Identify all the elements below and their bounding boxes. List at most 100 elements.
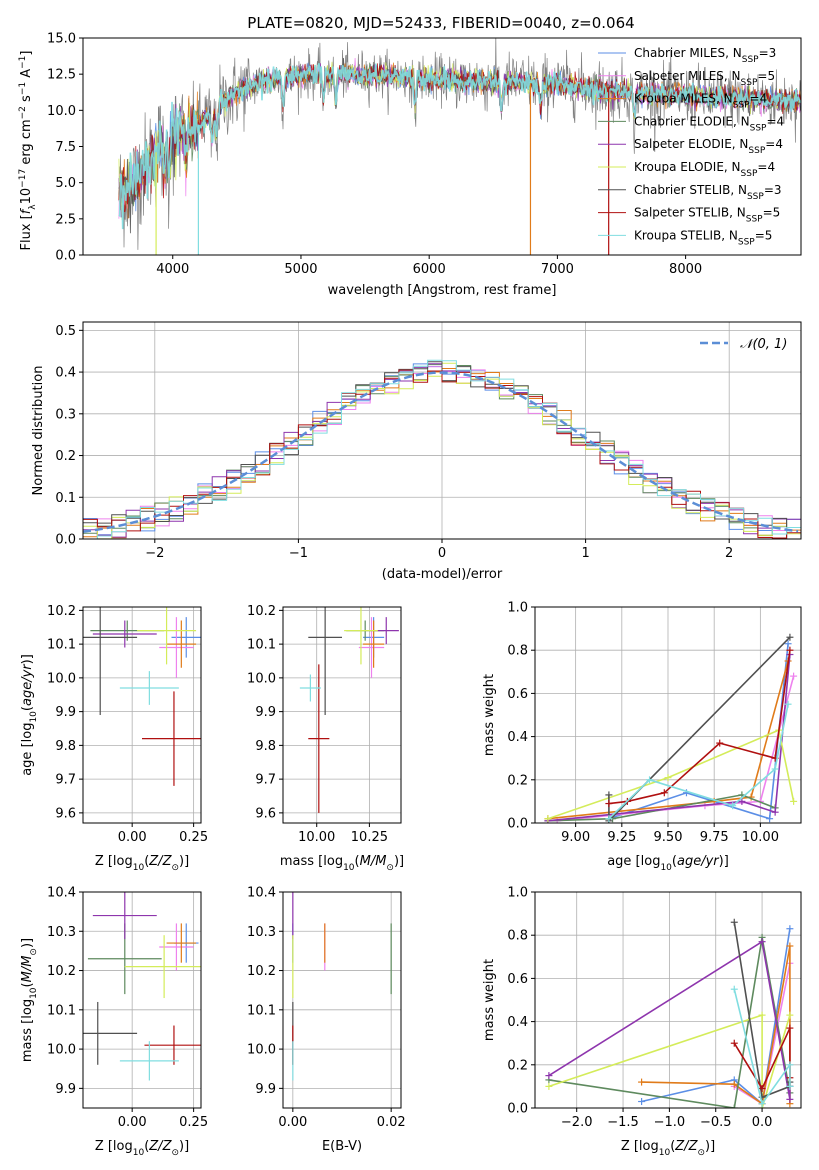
weight-vs-z-panel-xlabel: Z [log10(Z/Z⊙)] [621,1139,715,1158]
y-tick-label: 0.4 [55,366,76,381]
mass-vs-ebv-panel: 0.00 0.02 9.9 10.0 10.1 10.2 10.3 10.4 E(B-V) [247,886,406,1155]
x-tick-label: 9.00 [561,830,590,845]
model-spectrum-kroupa-stelib [118,63,801,230]
y-tick-label: 0.6 [507,687,528,702]
y-tick-label: 10.1 [247,638,276,653]
x-tick-label: −2 [145,546,164,561]
y-tick-label: 0.5 [55,324,76,339]
y-tick-label: 10.2 [247,604,276,619]
gaussian-reference-curve [83,371,799,533]
weight-line [733,1027,791,1091]
legend-entry: Salpeter ELODIE, NSSP=4 [634,137,783,156]
spectrum-plot-area [118,38,801,255]
x-tick-label: 8000 [669,262,702,277]
x-tick-label: 10.00 [298,830,335,845]
y-tick-label: 0.4 [507,1015,528,1030]
mass-vs-z-panel-plot-area [83,892,201,1081]
y-tick-label: 1.0 [507,601,528,616]
y-tick-label: 10.1 [47,638,76,653]
y-tick-label: 9.9 [55,1082,76,1097]
y-tick-label: 0.2 [507,1058,528,1073]
errorbar-kroupa-miles [363,620,385,668]
errorbar-salpeter-elodie [92,892,157,940]
x-tick-label: −1 [289,546,308,561]
x-tick-label: 4000 [156,262,189,277]
y-tick-label: 0.6 [507,972,528,987]
spectrum-legend: Chabrier MILES, NSSP=3 Salpeter MILES, NS… [598,46,784,247]
y-tick-label: 10.4 [247,886,276,901]
errorbar-kroupa-stelib [119,1041,179,1081]
x-tick-label: 0.25 [179,830,208,845]
weight-series-salpeter-stelib [605,646,794,808]
errorbar-salpeter-stelib [308,664,330,813]
y-tick-label: 10.0 [247,671,276,686]
x-tick-label: −0.5 [700,1115,732,1130]
x-tick-label: 10.25 [351,830,388,845]
y-tick-label: 0.1 [55,491,76,506]
y-tick-label: 9.7 [55,773,76,788]
y-tick-label: 0.2 [55,449,76,464]
errorbar-salpeter-miles [159,923,194,971]
x-tick-label: 0.25 [179,1115,208,1130]
y-tick-label: 10.0 [247,1043,276,1058]
y-tick-label: 0.4 [507,730,528,745]
y-tick-label: 0.0 [507,1102,528,1117]
residual-ylabel: Normed distribution [31,366,46,496]
axes-frame [282,891,402,1109]
x-tick-label: 9.25 [607,830,636,845]
errorbar-chabrier-stelib [83,607,138,715]
mass-vs-z-panel-ylabel: mass [log10(M/M⊙)] [20,938,39,1062]
y-tick-label: 1.0 [507,886,528,901]
legend-entry: Salpeter MILES, NSSP=5 [634,69,775,88]
axes-frame [82,606,202,824]
y-tick-label: 7.5 [55,140,76,155]
x-tick-label: 1 [581,546,589,561]
weight-line [557,675,795,822]
y-tick-label: 0.8 [507,929,528,944]
x-tick-label: 7000 [541,262,574,277]
x-tick-label: 0.00 [118,1115,147,1130]
age-vs-z-panel-plot-area [83,607,201,786]
x-tick-label: 9.50 [654,830,683,845]
age-vs-mass-panel-xlabel: mass [log10(M/M⊙)] [280,854,404,873]
y-tick-label: 0.8 [507,644,528,659]
y-tick-label: 0.3 [55,407,76,422]
errorbar-salpeter-miles [358,617,385,678]
x-tick-label: 6000 [413,262,446,277]
x-tick-label: −1.0 [654,1115,686,1130]
weight-line [547,794,776,822]
weight-vs-age-panel: 9.00 9.25 9.50 9.75 10.00 0.0 0.2 0.4 0.6 0.8 1.0 a… [482,601,802,873]
y-tick-label: 10.0 [47,104,76,119]
y-tick-label: 10.3 [247,925,276,940]
errorbar-kroupa-miles [166,923,197,963]
weight-line [733,989,791,1106]
y-tick-label: 0.0 [55,533,76,548]
y-tick-label: 0.2 [507,773,528,788]
y-tick-label: 9.7 [255,773,276,788]
errorbar-salpeter-stelib [144,1025,201,1065]
age-vs-z-panel-ylabel: age [log10(age/yr)] [20,654,39,776]
y-tick-label: 10.0 [47,671,76,686]
x-tick-label: 10.00 [742,830,779,845]
y-tick-label: 12.5 [47,68,76,83]
residual-hist-kroupa-stelib [83,359,801,539]
legend-entry: Chabrier ELODIE, NSSP=4 [634,114,784,133]
weight-vs-z-panel-ylabel: mass weight [482,959,497,1041]
x-tick-label: −1.5 [607,1115,639,1130]
axes-frame [282,606,402,824]
errorbar-chabrier-stelib [308,607,342,715]
legend-entry: Kroupa STELIB, NSSP=5 [634,228,772,247]
weight-line [547,728,795,820]
y-tick-label: 0.0 [507,817,528,832]
age-vs-z-panel-xlabel: Z [log10(Z/Z⊙)] [95,854,189,873]
observed-spectrum [118,38,801,250]
legend-entry: Chabrier MILES, NSSP=3 [634,46,776,65]
mass-vs-z-panel: 0.00 0.25 9.9 10.0 10.1 10.2 10.3 10.4 Z [log10(… [20,886,208,1159]
x-tick-label: 0.00 [118,830,147,845]
legend-entry: Salpeter STELIB, NSSP=5 [634,206,780,225]
x-tick-label: 0.0 [752,1115,773,1130]
y-tick-label: 9.9 [55,705,76,720]
axes-frame [534,606,802,824]
mass-vs-ebv-panel-xlabel: E(B-V) [322,1139,362,1154]
y-tick-label: 10.2 [47,964,76,979]
